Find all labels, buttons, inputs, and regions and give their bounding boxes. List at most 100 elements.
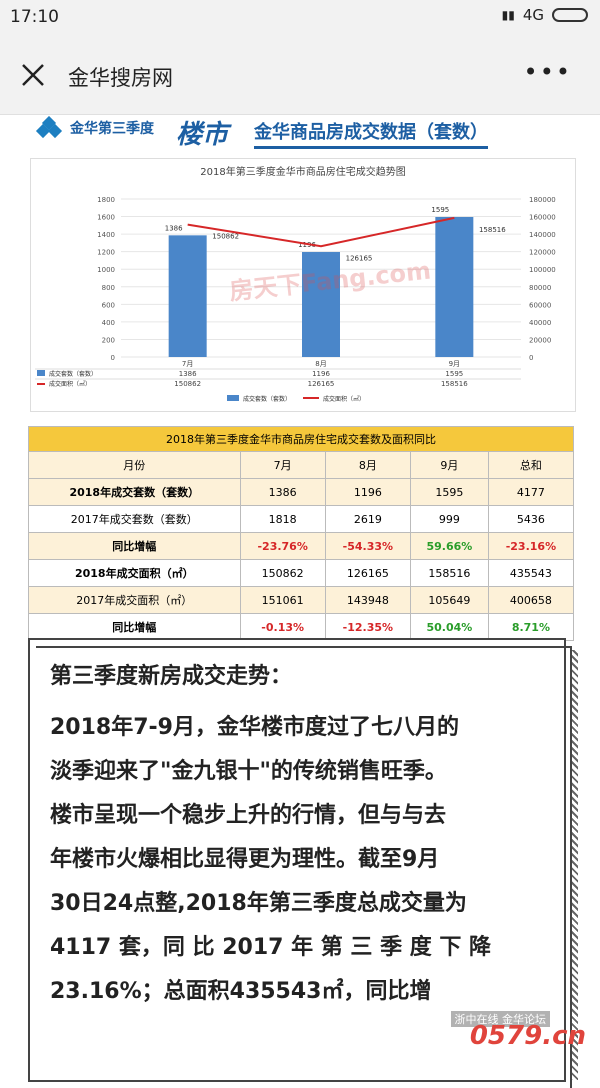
table-cell: 同比增幅 (28, 532, 241, 560)
table-cell: 400658 (487, 586, 575, 614)
table-row: 同比增幅 -23.76% -54.33% 59.66% -23.16% (28, 532, 575, 560)
data-table-cell: 126165 (308, 380, 335, 388)
y2-tick-label: 60000 (529, 301, 551, 309)
summary-heading: 第三季度新房成交走势： (50, 664, 293, 689)
y-tick-label: 600 (102, 301, 115, 309)
article-banner: 金华第三季度 楼市 金华商品房成交数据（套数） (30, 112, 590, 152)
trend-chart: 2018年第三季度金华市商品房住宅成交趋势图 0 200 400 600 800 1000 1… (30, 158, 576, 412)
summary-body: 2018年7-9月，金华楼市度过了七八月的 淡季迎来了"金九银十"的传统销售旺季… (50, 706, 548, 1014)
data-table-cell: 1595 (445, 370, 463, 378)
table-row: 同比增幅 -0.13% -12.35% 50.04% 8.71% (28, 613, 575, 641)
data-table-cell: 1196 (312, 370, 330, 378)
more-menu-icon[interactable]: ••• (523, 58, 572, 86)
table-cell: 158516 (409, 559, 489, 587)
table-cell: 2017年成交套数（套数） (28, 505, 241, 533)
summary-line: 年楼市火爆相比显得更为理性。截至9月 (50, 847, 440, 872)
legend-swatch (37, 370, 45, 376)
table-cell: 151061 (239, 586, 326, 614)
logo-icon (35, 116, 63, 139)
status-icons: ▮▮ 4G (502, 6, 588, 24)
bar-data-label: 1595 (431, 206, 449, 214)
x-tick-label: 9月 (449, 360, 460, 368)
table-row: 2018年成交套数（套数） 1386 1196 1595 4177 (28, 478, 575, 506)
table-cell: 2619 (324, 505, 411, 533)
table-cell: 4177 (487, 478, 575, 506)
y2-tick-label: 100000 (529, 266, 556, 274)
table-row: 2017年成交套数（套数） 1818 2619 999 5436 (28, 505, 575, 533)
x-tick-label: 8月 (315, 360, 326, 368)
y-tick-label: 200 (102, 336, 115, 344)
chart-line (187, 216, 455, 248)
y2-tick-label: 140000 (529, 231, 556, 239)
y2-tick-label: 120000 (529, 249, 556, 257)
table-cell: 126165 (324, 559, 411, 587)
site-watermark: 0579.cn (469, 1021, 586, 1051)
table-cell: 59.66% (409, 532, 489, 560)
table-cell: -12.35% (324, 613, 411, 641)
legend-label: 成交套数（套数） (49, 370, 97, 378)
x-tick-label: 7月 (182, 360, 193, 368)
table-header: 9月 (409, 451, 489, 479)
table-header: 8月 (324, 451, 411, 479)
y-tick-label: 1800 (97, 196, 115, 204)
app-bar: 金华搜房网 ••• (0, 36, 600, 115)
table-row: 2017年成交面积（㎡） 151061 143948 105649 400658 (28, 586, 575, 614)
table-cell: 50.04% (409, 613, 489, 641)
line-data-label: 126165 (346, 254, 373, 262)
y-tick-label: 1200 (97, 249, 115, 257)
table-cell: 143948 (324, 586, 411, 614)
table-cell: -23.16% (487, 532, 575, 560)
table-cell: 150862 (239, 559, 326, 587)
table-title: 2018年第三季度金华市商品房住宅成交套数及面积同比 (28, 426, 574, 452)
y2-tick-label: 80000 (529, 284, 551, 292)
watermark-caption: 浙中在线 金华论坛 (450, 1011, 550, 1027)
table-header: 月份 (28, 451, 241, 479)
summary-line: 淡季迎来了"金九银十"的传统销售旺季。 (50, 759, 447, 784)
data-table-cell: 158516 (441, 380, 468, 388)
table-cell: 435543 (487, 559, 575, 587)
table-cell: 105649 (409, 586, 489, 614)
status-time: 17:10 (10, 7, 59, 27)
table-cell: -0.13% (239, 613, 326, 641)
y-tick-label: 1600 (97, 214, 115, 222)
y-tick-label: 0 (111, 354, 115, 362)
table-cell: 2017年成交面积（㎡） (28, 586, 241, 614)
banner-section: 楼市 (176, 120, 229, 150)
y-tick-label: 800 (102, 284, 115, 292)
y-tick-label: 1400 (97, 231, 115, 239)
y-tick-label: 400 (102, 319, 115, 327)
summary-line: 2018年7-9月，金华楼市度过了七八月的 (50, 715, 459, 740)
y2-tick-label: 160000 (529, 214, 556, 222)
data-table-cell: 1386 (179, 370, 197, 378)
comparison-table: 2018年第三季度金华市商品房住宅成交套数及面积同比 月份 7月 8月 9月 总… (28, 426, 575, 641)
summary-card: 第三季度新房成交走势： 2018年7-9月，金华楼市度过了七八月的 淡季迎来了"… (28, 638, 578, 1088)
summary-line: 楼市呈现一个稳步上升的行情，但与与去 (50, 803, 447, 828)
battery-icon (552, 8, 588, 22)
legend-label: 成交面积（㎡） (323, 395, 365, 403)
network-label: 4G (522, 6, 544, 24)
legend-swatch (227, 395, 239, 401)
line-data-label: 158516 (479, 226, 506, 234)
table-cell: 2018年成交面积（㎡） (28, 559, 241, 587)
y2-tick-label: 0 (529, 354, 533, 362)
table-cell: 1196 (324, 478, 411, 506)
y2-tick-label: 20000 (529, 336, 551, 344)
banner-logo-text: 金华第三季度 (70, 121, 154, 137)
chart-bar (302, 252, 340, 357)
table-cell: 8.71% (487, 613, 575, 641)
summary-line: 23.16%；总面积435543㎡，同比增 (50, 979, 432, 1004)
banner-headline: 金华商品房成交数据（套数） (254, 118, 488, 149)
table-cell: -23.76% (239, 532, 326, 560)
comparison-table-container: 2018年第三季度金华市商品房住宅成交套数及面积同比 月份 7月 8月 9月 总… (28, 426, 575, 641)
close-icon[interactable] (18, 60, 48, 90)
y-tick-label: 1000 (97, 266, 115, 274)
data-table-cell: 150862 (174, 380, 201, 388)
table-cell: 1595 (409, 478, 489, 506)
table-cell: 1818 (239, 505, 326, 533)
signal-icon: ▮▮ (501, 8, 515, 22)
line-data-label: 150862 (212, 233, 239, 241)
legend-label: 成交套数（套数） (243, 395, 291, 403)
y2-tick-label: 40000 (529, 319, 551, 327)
table-cell: 2018年成交套数（套数） (28, 478, 241, 506)
chart-svg: 2018年第三季度金华市商品房住宅成交趋势图 0 200 400 600 800 1000 1… (35, 165, 556, 403)
